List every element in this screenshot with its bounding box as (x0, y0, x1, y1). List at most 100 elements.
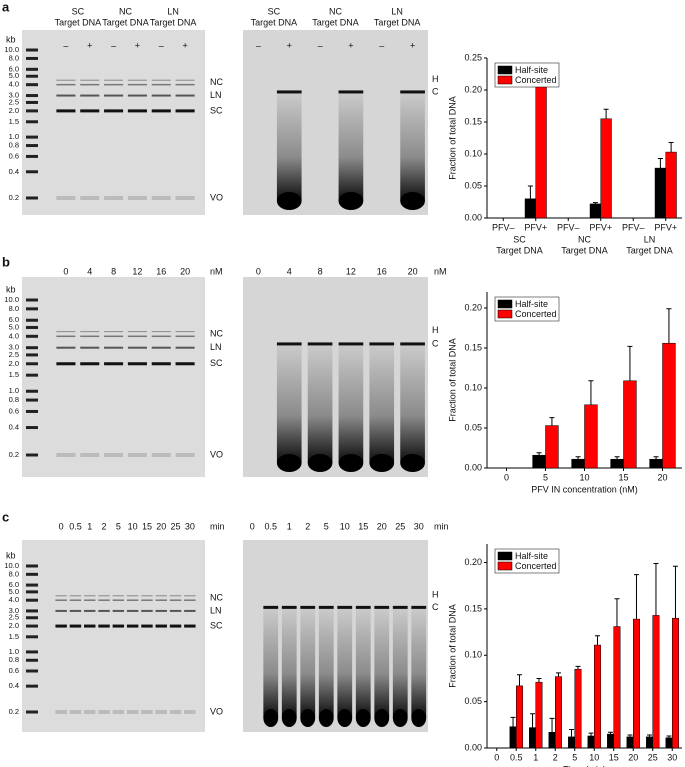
y-tick-label: 0.00 (464, 462, 482, 472)
gel-blob (411, 709, 427, 727)
gel-band (127, 109, 147, 113)
y-tick-label: 0.00 (464, 742, 482, 752)
gel-band (55, 609, 67, 612)
x-tick-label: PFV+ (654, 222, 677, 232)
bar (610, 458, 624, 469)
group-label: Target DNA (251, 17, 298, 27)
ladder-band (26, 67, 38, 71)
legend-label: Concerted (515, 309, 557, 319)
panel-letter: c (2, 509, 9, 524)
ladder-label: 4.0 (9, 595, 19, 604)
x-axis-label: Time (min) (563, 764, 606, 767)
gel-band (141, 710, 153, 714)
group-label: NC (578, 234, 591, 244)
ladder-band (26, 196, 38, 200)
gel-band (112, 710, 125, 714)
gel-smear (400, 343, 425, 463)
gel-band (151, 362, 171, 366)
gel-band (112, 609, 125, 612)
gel-band (126, 599, 139, 601)
bar (584, 404, 598, 469)
ladder-band (26, 426, 38, 430)
band-marker: NC (210, 329, 223, 339)
gel-band (126, 609, 139, 612)
gel-band (56, 94, 76, 97)
gel-band (80, 196, 100, 200)
gel-band (392, 605, 408, 609)
group-label: SC (513, 234, 526, 244)
x-tick-label: PFV– (622, 222, 645, 232)
ladder-band (26, 83, 38, 87)
error-bar (603, 108, 609, 119)
band-marker: LN (210, 90, 222, 100)
gel-smear (392, 607, 408, 718)
y-tick-label: 0.05 (464, 422, 482, 432)
error-bar (627, 734, 633, 737)
band-marker: LN (210, 342, 222, 352)
group-label: NC (329, 6, 342, 16)
panel-letter: b (2, 254, 10, 269)
y-tick-label: 0.20 (464, 557, 482, 567)
bar (665, 737, 673, 749)
gel-band (151, 453, 171, 457)
bar (649, 458, 663, 469)
legend-label: Concerted (515, 561, 557, 571)
error-bar (575, 456, 581, 460)
bar (646, 736, 654, 749)
error-bar (614, 598, 620, 627)
gel-band (84, 710, 96, 714)
gel-band (355, 605, 371, 609)
gel-band (318, 605, 334, 609)
gel-band (169, 595, 182, 597)
gel-band (151, 79, 171, 81)
gel-band (151, 83, 171, 86)
gel-band (98, 609, 110, 612)
gel-band (56, 335, 76, 338)
gel-band (126, 595, 139, 597)
band-marker: C (432, 86, 439, 96)
gel-band (55, 624, 67, 628)
group-label: Target DNA (102, 17, 149, 27)
ladder-band (26, 298, 38, 302)
gel-band (400, 342, 425, 346)
gel-smear (355, 607, 371, 718)
y-axis-label: Fraction of total DNA (447, 96, 457, 180)
error-bar (657, 157, 663, 169)
gel-smear (369, 343, 395, 463)
ladder-band (26, 109, 38, 113)
ladder-label: 0.6 (9, 406, 19, 415)
gel-smear (337, 607, 353, 718)
lane-label: – (63, 40, 68, 50)
band-marker: H (432, 74, 439, 84)
gel-band (151, 196, 171, 200)
gel-left (22, 30, 205, 215)
ladder-band (26, 598, 38, 602)
ladder-label: 3.0 (9, 606, 19, 615)
error-bar (575, 665, 581, 670)
gel-band (104, 94, 124, 97)
ladder-label: 5.0 (9, 587, 19, 596)
gel-band (55, 595, 67, 597)
error-bar (536, 452, 542, 456)
bar (548, 731, 556, 749)
unit-label: nM (434, 266, 447, 276)
gel-band (141, 595, 153, 597)
gel-smear (276, 91, 302, 201)
error-bar (510, 716, 516, 727)
ladder-band (26, 94, 38, 98)
ladder-band (26, 635, 38, 639)
gel-band (127, 94, 147, 97)
x-axis-label: PFV IN concentration (nM) (531, 484, 638, 494)
gel-band (151, 109, 171, 113)
gel-band (127, 79, 147, 81)
ladder-unit: kb (6, 284, 16, 294)
gel-band (151, 346, 171, 349)
gel-band (155, 624, 167, 628)
bar (532, 454, 546, 469)
bar (626, 736, 634, 749)
bar (574, 668, 582, 749)
bar (568, 736, 576, 749)
gel-band (184, 609, 196, 612)
error-bar (666, 308, 672, 344)
